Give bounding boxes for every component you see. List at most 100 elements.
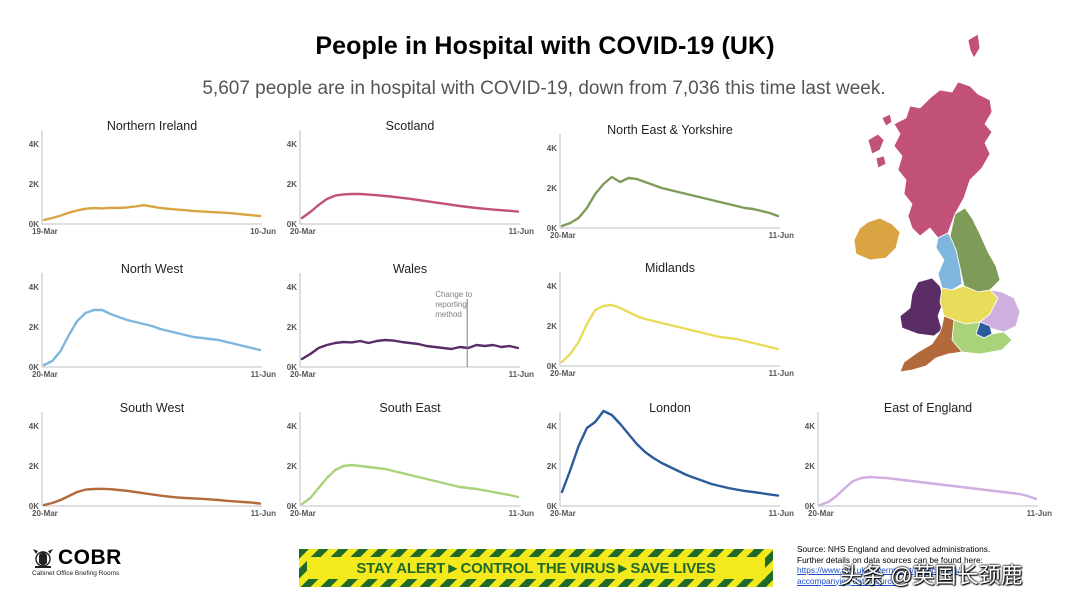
- chevron-right-icon: ▶: [448, 561, 458, 575]
- y-tick-label: 0K: [287, 502, 297, 511]
- series-line: [42, 204, 262, 222]
- map-region-south-west: [899, 315, 963, 373]
- y-tick-label: 2K: [547, 184, 557, 193]
- x-start-label: 20-Mar: [32, 509, 58, 518]
- chart-scotland: Scotland 4K 2K 0K 20-Mar 11-Jun: [282, 116, 534, 246]
- chart-north-west: North West 4K 2K 0K 20-Mar 11-Jun: [24, 259, 276, 389]
- y-tick-label: 4K: [29, 422, 39, 431]
- page-subtitle: 5,607 people are in hospital with COVID-…: [202, 78, 886, 99]
- cobr-logo-text: COBR: [58, 546, 122, 569]
- y-tick-label: 4K: [287, 140, 297, 149]
- x-end-label: 11-Jun: [769, 369, 794, 378]
- source-line-1: Source: NHS England and devolved adminis…: [797, 544, 991, 554]
- x-end-label: 11-Jun: [1027, 509, 1052, 518]
- source-link-continued[interactable]: accompanying data sources: [797, 575, 901, 586]
- map-region-north-west: [935, 232, 963, 291]
- x-end-label: 11-Jun: [251, 370, 276, 379]
- annotation-label: Change to: [435, 290, 472, 299]
- x-start-label: 20-Mar: [32, 370, 58, 379]
- series-line: [300, 338, 520, 361]
- series-line: [560, 303, 780, 364]
- x-start-label: 20-Mar: [290, 509, 316, 518]
- y-tick-label: 4K: [805, 422, 815, 431]
- y-tick-label: 0K: [29, 363, 39, 372]
- chart-title: North East & Yorkshire: [607, 123, 733, 137]
- y-tick-label: 2K: [287, 180, 297, 189]
- chart-wales: Wales 4K 2K 0K 20-Mar 11-Jun Change to reportin…: [282, 259, 534, 389]
- series-line: [42, 308, 262, 367]
- series-line: [42, 487, 262, 507]
- chart-east-of-england: East of England 4K 2K 0K 20-Mar 11-Jun: [800, 398, 1052, 528]
- y-tick-label: 4K: [547, 144, 557, 153]
- chart-title: Wales: [393, 262, 427, 276]
- x-end-label: 11-Jun: [509, 370, 534, 379]
- y-tick-label: 2K: [29, 462, 39, 471]
- y-tick-label: 0K: [547, 224, 557, 233]
- y-tick-label: 2K: [547, 322, 557, 331]
- y-tick-label: 2K: [805, 462, 815, 471]
- watermark-text: 头条 @英国长颈鹿: [840, 563, 1023, 588]
- y-tick-label: 4K: [547, 422, 557, 431]
- series-line: [818, 475, 1038, 507]
- slogan-control-the-virus: CONTROL THE VIRUS: [460, 559, 616, 577]
- series-line: [560, 175, 780, 228]
- chart-title: North West: [121, 262, 184, 276]
- y-tick-label: 2K: [547, 462, 557, 471]
- y-tick-label: 0K: [29, 502, 39, 511]
- series-line: [300, 463, 520, 506]
- x-start-label: 20-Mar: [290, 227, 316, 236]
- page-title: People in Hospital with COVID-19 (UK): [315, 32, 775, 60]
- slogan-stay-alert: STAY ALERT: [356, 559, 446, 577]
- chart-south-east: South East 4K 2K 0K 20-Mar 11-Jun: [282, 398, 534, 528]
- x-start-label: 20-Mar: [550, 369, 576, 378]
- slogan-save-lives: SAVE LIVES: [630, 559, 716, 577]
- uk-region-map: [853, 33, 1021, 373]
- y-tick-label: 0K: [29, 220, 39, 229]
- map-region-scotland: [867, 33, 993, 239]
- chart-london: London 4K 2K 0K 20-Mar 11-Jun: [542, 398, 794, 528]
- y-tick-label: 0K: [547, 362, 557, 371]
- chevron-right-icon: ▶: [618, 561, 628, 575]
- chart-title: South East: [379, 401, 441, 415]
- x-end-label: 11-Jun: [769, 231, 794, 240]
- y-tick-label: 2K: [287, 323, 297, 332]
- y-tick-label: 4K: [287, 422, 297, 431]
- source-line-2: Further details on data sources can be f…: [797, 554, 983, 565]
- source-link[interactable]: https://www.gov.uk/government/publicatio…: [797, 565, 961, 575]
- y-tick-label: 0K: [805, 502, 815, 511]
- x-end-label: 11-Jun: [509, 509, 534, 518]
- map-region-northern-ireland: [853, 217, 901, 261]
- royal-crest-icon: [33, 549, 53, 568]
- chart-title: Midlands: [645, 261, 695, 275]
- annotation-label: reporting: [435, 300, 467, 309]
- y-tick-label: 4K: [287, 283, 297, 292]
- x-start-label: 20-Mar: [808, 509, 834, 518]
- map-region-wales: [899, 277, 945, 337]
- series-line: [300, 192, 520, 220]
- x-start-label: 19-Mar: [32, 227, 58, 236]
- slogan-banner: STAY ALERT ▶ CONTROL THE VIRUS ▶ SAVE LI…: [299, 549, 773, 587]
- y-tick-label: 0K: [287, 363, 297, 372]
- y-tick-label: 2K: [29, 180, 39, 189]
- series-line: [560, 409, 780, 497]
- y-tick-label: 4K: [29, 283, 39, 292]
- x-start-label: 20-Mar: [550, 231, 576, 240]
- chart-title: London: [649, 401, 691, 415]
- x-end-label: 11-Jun: [509, 227, 534, 236]
- x-end-label: 11-Jun: [251, 509, 276, 518]
- x-start-label: 20-Mar: [290, 370, 316, 379]
- y-tick-label: 4K: [547, 282, 557, 291]
- x-end-label: 11-Jun: [769, 509, 794, 518]
- y-tick-label: 4K: [29, 140, 39, 149]
- chart-north-east-yorkshire: North East & Yorkshire 4K 2K 0K 20-Mar 11-Jun: [542, 120, 794, 250]
- chart-title: Northern Ireland: [107, 119, 197, 133]
- y-tick-label: 2K: [287, 462, 297, 471]
